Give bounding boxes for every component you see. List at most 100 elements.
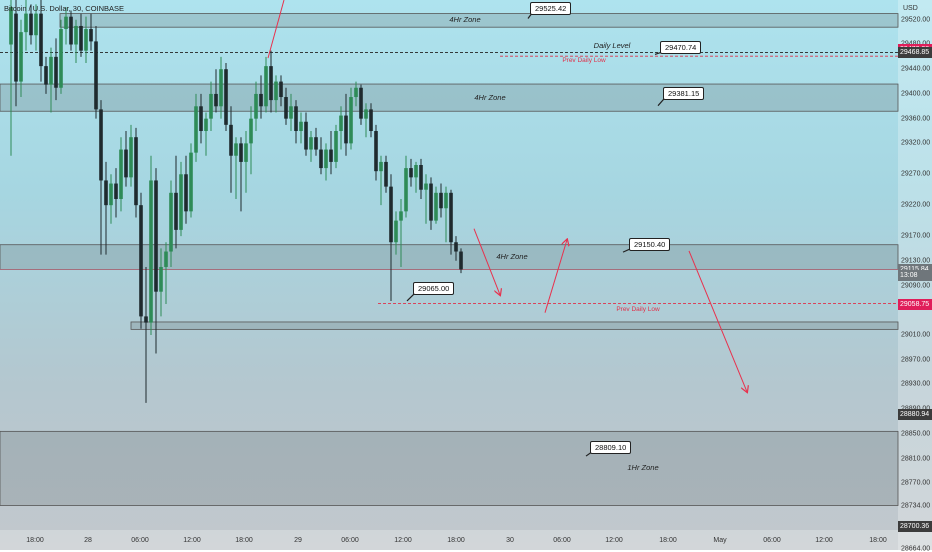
y-tick-16: 28810.00 xyxy=(901,455,931,463)
candle-body-75 xyxy=(384,161,388,187)
candle-body-26 xyxy=(139,205,143,317)
candle-body-17 xyxy=(94,41,98,110)
candle-body-16 xyxy=(89,29,93,42)
x-tick-8: 18:00 xyxy=(447,537,465,544)
candle-body-64 xyxy=(329,149,333,162)
y-tick-6: 29270.00 xyxy=(901,170,931,178)
candle-body-78 xyxy=(399,211,403,221)
x-tick-6: 06:00 xyxy=(341,537,359,544)
price-callout-0: 29525.42 xyxy=(530,2,572,16)
projection-arrow-1 xyxy=(544,240,567,313)
candle-body-8 xyxy=(49,56,53,85)
candle-body-68 xyxy=(349,97,353,144)
candle-body-28 xyxy=(149,180,153,323)
price-callout-3: 29150.40 xyxy=(629,237,671,251)
candle-body-39 xyxy=(204,118,208,132)
candle-body-33 xyxy=(174,192,178,230)
y-tick-18: 28734.00 xyxy=(901,502,931,509)
candle-body-62 xyxy=(319,149,323,169)
y-tick-8: 29170.00 xyxy=(901,232,931,240)
y-tick-2: 29440.00 xyxy=(901,65,931,73)
price-callout-2: 29381.15 xyxy=(663,86,705,100)
candle-body-29 xyxy=(154,180,158,292)
candle-body-9 xyxy=(54,56,58,88)
y-tick-10: 29090.00 xyxy=(901,282,931,289)
candle-body-67 xyxy=(344,115,348,144)
x-tick-4: 18:00 xyxy=(235,537,253,544)
x-tick-7: 12:00 xyxy=(394,537,412,544)
candle-body-3 xyxy=(24,13,28,33)
candle-body-15 xyxy=(84,29,88,51)
candle-body-88 xyxy=(449,192,453,243)
x-tick-12: 18:00 xyxy=(659,537,677,544)
candle-body-73 xyxy=(374,131,378,172)
candle-body-37 xyxy=(194,106,198,153)
time-axis[interactable] xyxy=(0,530,932,550)
x-tick-9: 30 xyxy=(506,537,514,544)
candle-body-30 xyxy=(159,266,163,292)
candle-body-90 xyxy=(459,251,463,270)
price-badge-5: 28880.94 xyxy=(898,409,932,421)
candle-body-40 xyxy=(209,93,213,119)
y-tick-3: 29400.00 xyxy=(901,90,931,98)
candle-body-45 xyxy=(234,143,238,156)
candle-body-49 xyxy=(254,93,258,119)
candle-body-72 xyxy=(369,109,373,132)
candle-body-83 xyxy=(424,183,428,190)
candle-body-80 xyxy=(409,168,413,178)
x-tick-16: 18:00 xyxy=(869,537,887,544)
y-tick-4: 29360.00 xyxy=(901,115,931,123)
candle-body-61 xyxy=(314,137,318,150)
candle-body-47 xyxy=(244,143,248,162)
price-callout-4: 29065.00 xyxy=(413,282,455,296)
candle-body-4 xyxy=(29,13,33,36)
zone-rect-0 xyxy=(59,13,899,28)
candle-body-35 xyxy=(184,174,188,212)
candle-body-63 xyxy=(324,149,328,169)
candle-body-18 xyxy=(99,109,103,181)
candle-body-65 xyxy=(334,131,338,162)
chart-title: Bitcoin / U.S. Dollar, 30, COINBASE xyxy=(4,4,125,13)
y-tick-7: 29220.00 xyxy=(901,201,931,209)
y-tick-12: 28970.00 xyxy=(901,356,931,364)
candle-body-53 xyxy=(274,81,278,101)
price-badge-4: 29058.75 xyxy=(898,299,932,311)
x-tick-10: 06:00 xyxy=(553,537,571,544)
candle-body-24 xyxy=(129,137,133,178)
candle-body-21 xyxy=(114,183,118,199)
y-tick-17: 28770.00 xyxy=(901,479,931,487)
candle-body-20 xyxy=(109,183,113,206)
candle-body-22 xyxy=(119,149,123,199)
price-badge-3: 13:08 xyxy=(898,269,932,281)
candle-body-74 xyxy=(379,161,383,172)
x-tick-0: 18:00 xyxy=(26,537,44,544)
x-tick-14: 06:00 xyxy=(763,537,781,544)
candle-body-81 xyxy=(414,165,418,178)
x-tick-15: 12:00 xyxy=(815,537,833,544)
zone-label-4: 1Hr Zone xyxy=(627,463,659,473)
candle-body-13 xyxy=(74,25,78,45)
currency-label: USD xyxy=(903,5,918,12)
candle-body-60 xyxy=(309,137,313,150)
candle-body-57 xyxy=(294,106,298,132)
candle-body-7 xyxy=(44,66,48,85)
candle-body-41 xyxy=(214,93,218,107)
candle-body-19 xyxy=(104,180,108,206)
zone-rect-3 xyxy=(130,321,899,330)
y-tick-15: 28850.00 xyxy=(901,430,931,438)
projection-arrow-0 xyxy=(473,228,500,295)
candle-body-2 xyxy=(19,32,23,82)
x-tick-2: 06:00 xyxy=(131,537,149,544)
candle-body-6 xyxy=(39,13,43,67)
x-tick-5: 29 xyxy=(294,537,302,544)
zone-rect-1 xyxy=(0,83,899,112)
price-callout-5: 28809.10 xyxy=(590,440,632,454)
candle-body-55 xyxy=(284,97,288,119)
candle-body-56 xyxy=(289,106,293,119)
candle-body-5 xyxy=(34,13,38,36)
y-tick-0: 29520.00 xyxy=(901,16,931,24)
candle-body-59 xyxy=(304,121,308,150)
candle-body-38 xyxy=(199,106,203,132)
candle-body-86 xyxy=(439,192,443,209)
